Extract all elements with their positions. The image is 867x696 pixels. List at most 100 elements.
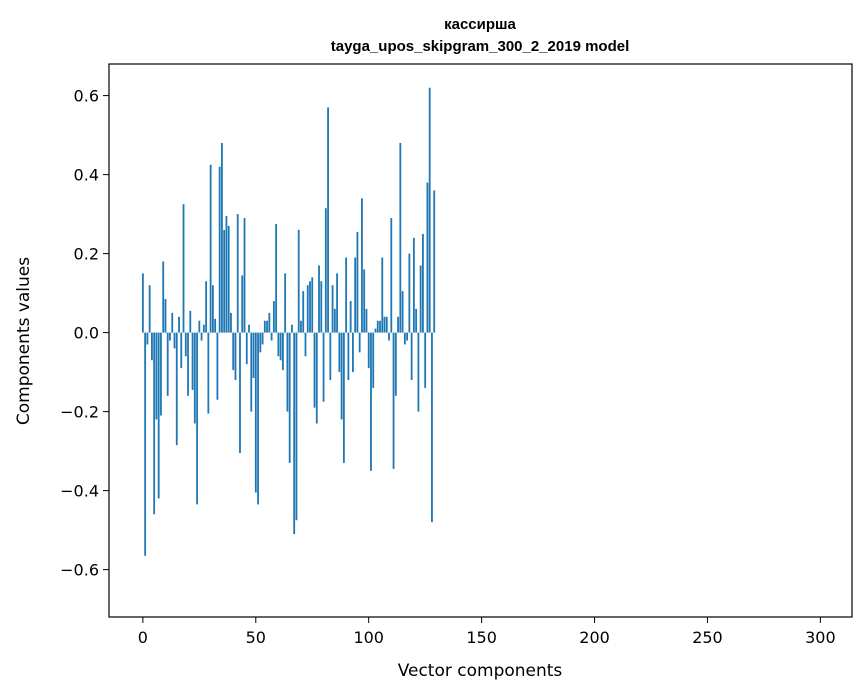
bar — [191, 332, 194, 390]
bar — [424, 332, 427, 388]
bar — [419, 265, 422, 333]
chart-title: кассирша — [444, 16, 516, 33]
bar — [313, 332, 316, 408]
bar — [272, 301, 275, 333]
bar — [245, 332, 248, 365]
bar — [270, 332, 273, 341]
y-tick-label: −0.2 — [60, 403, 99, 422]
bar — [241, 275, 244, 333]
bar — [141, 273, 144, 333]
bar — [146, 332, 149, 345]
bar — [277, 332, 280, 357]
x-tick-label: 0 — [138, 628, 148, 647]
bar — [309, 281, 311, 333]
bar — [211, 285, 214, 333]
y-axis-label: Components values — [14, 257, 34, 425]
bar — [320, 281, 323, 333]
bar — [361, 198, 363, 333]
bar — [426, 182, 429, 333]
bar — [250, 332, 253, 412]
bar — [304, 332, 307, 357]
bar — [261, 332, 264, 345]
bar — [239, 332, 241, 454]
y-axis-ticks: −0.6 −0.4 −0.2 0.0 0.2 0.4 0.6 — [60, 87, 109, 580]
x-axis-label: Vector components — [398, 661, 563, 681]
bar — [232, 332, 235, 371]
bar — [266, 320, 268, 333]
bar — [243, 218, 246, 333]
bar — [340, 332, 343, 420]
bar — [286, 332, 289, 412]
bar — [248, 324, 250, 333]
x-tick-label: 150 — [466, 628, 497, 647]
bar — [336, 273, 338, 333]
bar — [173, 332, 176, 349]
bar — [263, 320, 266, 333]
bar — [151, 332, 153, 361]
bar — [408, 253, 411, 333]
bar — [160, 332, 162, 416]
bar — [153, 332, 156, 515]
bar — [412, 237, 415, 333]
bar — [171, 312, 174, 333]
bar — [376, 320, 379, 333]
bar — [221, 143, 223, 333]
bar — [164, 299, 167, 333]
bar — [155, 332, 158, 420]
bars — [141, 87, 436, 556]
bar — [374, 328, 377, 333]
bar — [390, 218, 393, 333]
bar — [297, 229, 300, 333]
bar — [431, 332, 433, 523]
bar — [300, 320, 302, 333]
bar — [202, 324, 205, 333]
y-tick-label: −0.4 — [60, 482, 99, 501]
x-axis-ticks: 0 50 100 150 200 250 300 — [138, 617, 836, 647]
bar — [410, 332, 413, 380]
bar — [223, 229, 226, 333]
bar — [236, 214, 239, 333]
bar — [356, 231, 359, 333]
bar — [433, 190, 436, 333]
bar — [225, 216, 228, 333]
x-tick-label: 200 — [579, 628, 610, 647]
bar — [230, 312, 232, 333]
bar — [345, 257, 348, 333]
bar — [293, 332, 296, 535]
bar — [428, 87, 431, 333]
bar — [322, 332, 325, 402]
bar — [144, 332, 147, 556]
bar — [254, 332, 257, 493]
bar — [207, 332, 210, 414]
bar — [291, 324, 293, 333]
bar — [275, 223, 278, 333]
bar — [381, 257, 384, 333]
bar — [205, 281, 208, 333]
bar — [209, 164, 212, 333]
bar — [327, 107, 329, 333]
bar — [166, 332, 169, 396]
bar — [227, 225, 230, 333]
bar — [358, 332, 361, 353]
bar — [148, 285, 151, 333]
bar — [284, 273, 287, 333]
bar — [365, 308, 368, 333]
bar — [415, 308, 418, 333]
bar — [367, 332, 370, 369]
y-tick-label: 0.0 — [74, 324, 99, 343]
bar — [406, 332, 409, 341]
x-tick-label: 50 — [246, 628, 266, 647]
bar — [259, 332, 262, 353]
bar — [349, 301, 352, 333]
bar — [198, 320, 201, 333]
bar — [372, 332, 375, 388]
bar — [388, 332, 390, 341]
bar — [279, 332, 282, 361]
bar — [175, 332, 178, 446]
y-tick-label: 0.4 — [74, 166, 99, 185]
bar — [257, 332, 259, 505]
bar — [302, 291, 305, 333]
bar — [331, 285, 334, 333]
y-tick-label: 0.2 — [74, 245, 99, 264]
bar — [333, 308, 336, 333]
